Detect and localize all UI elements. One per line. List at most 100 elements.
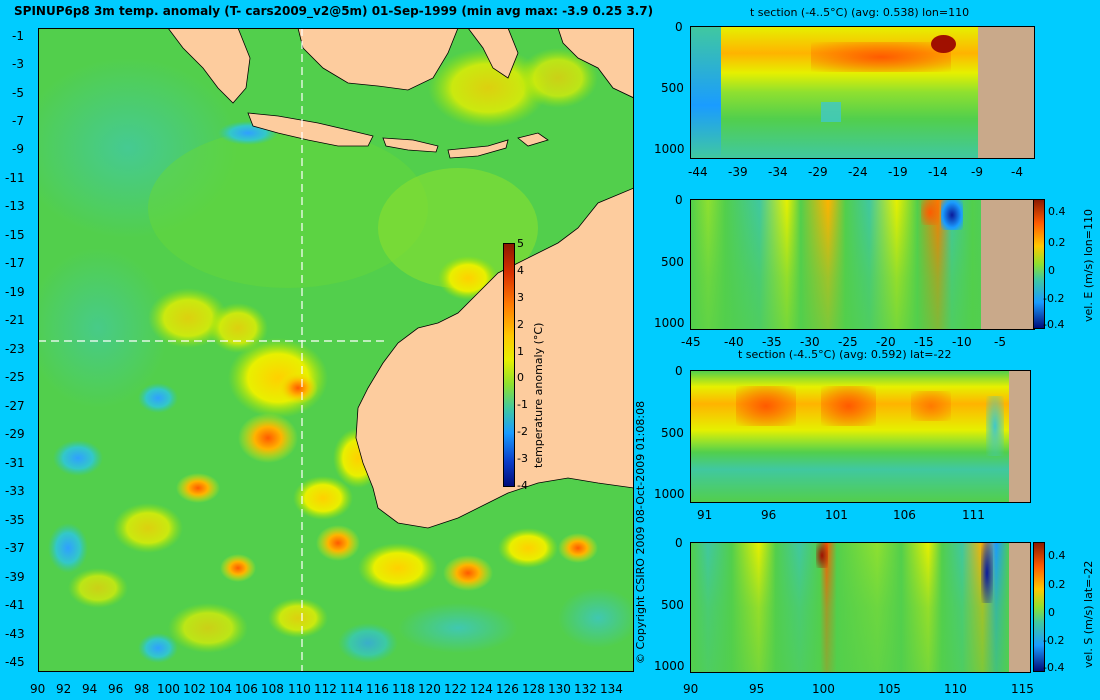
map-lat-tick: -37 bbox=[5, 541, 25, 555]
panel3-temperature-section[interactable] bbox=[690, 370, 1031, 503]
map-lon-tick: 132 bbox=[574, 682, 597, 696]
colorbar-tick: -0.4 bbox=[1043, 318, 1065, 331]
colorbar-tick: -1 bbox=[517, 398, 528, 411]
panel2-x-tick: -10 bbox=[952, 335, 972, 349]
panel2-land bbox=[981, 200, 1034, 329]
panel3-x-tick: 96 bbox=[761, 508, 777, 522]
map-lon-tick: 126 bbox=[496, 682, 519, 696]
colorbar-tick: 0.2 bbox=[1048, 578, 1066, 591]
depth-tick: 0 bbox=[675, 536, 683, 550]
map-canvas bbox=[38, 28, 634, 672]
map-lon-tick: 96 bbox=[108, 682, 124, 696]
sulawesi-land bbox=[467, 28, 519, 79]
panel1-x-tick: -24 bbox=[848, 165, 868, 179]
panel2-x-tick: -20 bbox=[876, 335, 896, 349]
panel4-velocity-south-section[interactable] bbox=[690, 542, 1031, 673]
colorbar-tick: 5 bbox=[517, 237, 524, 250]
temperature-colorbar-label: temperature anomaly (°C) bbox=[532, 322, 545, 468]
colorbar-tick: 0 bbox=[1048, 606, 1055, 619]
map-lon-tick: 110 bbox=[288, 682, 311, 696]
colorbar-tick: 0.2 bbox=[1048, 236, 1066, 249]
colorbar-tick: 2 bbox=[517, 318, 524, 331]
depth-tick: 1000 bbox=[654, 142, 685, 156]
panel2-colorbar bbox=[1033, 199, 1045, 329]
borneo-land bbox=[297, 28, 459, 91]
map-lon-tick: 106 bbox=[235, 682, 258, 696]
map-lat-tick: -35 bbox=[5, 513, 25, 527]
map-lon-tick: 90 bbox=[30, 682, 46, 696]
panel1-x-tick: -19 bbox=[888, 165, 908, 179]
panel4-x-tick: 100 bbox=[812, 682, 835, 696]
panel1-x-tick: -39 bbox=[728, 165, 748, 179]
panel3-title: t section (-4..5°C) (avg: 0.592) lat=-22 bbox=[738, 348, 952, 361]
depth-tick: 1000 bbox=[654, 659, 685, 673]
sumatra-land bbox=[167, 28, 251, 104]
map-lon-tick: 116 bbox=[366, 682, 389, 696]
map-lat-tick: -13 bbox=[5, 199, 25, 213]
temperature-anomaly-map[interactable] bbox=[38, 28, 634, 672]
map-lat-tick: -33 bbox=[5, 484, 25, 498]
depth-tick: 500 bbox=[661, 426, 684, 440]
map-lon-tick: 102 bbox=[183, 682, 206, 696]
panel2-x-tick: -25 bbox=[838, 335, 858, 349]
depth-tick: 500 bbox=[661, 81, 684, 95]
copyright-text: © Copyright CSIRO 2009 08-Oct-2009 01:08… bbox=[634, 400, 647, 664]
panel4-colorbar bbox=[1033, 542, 1045, 672]
map-lat-tick: -43 bbox=[5, 627, 25, 641]
colorbar-tick: -0.2 bbox=[1043, 292, 1065, 305]
panel3-x-tick: 101 bbox=[825, 508, 848, 522]
colorbar-tick: -2 bbox=[517, 425, 528, 438]
panel3-x-tick: 106 bbox=[893, 508, 916, 522]
panel4-x-tick: 95 bbox=[749, 682, 765, 696]
panel1-x-tick: -34 bbox=[768, 165, 788, 179]
panel2-x-tick: -15 bbox=[914, 335, 934, 349]
map-lat-tick: -11 bbox=[5, 171, 25, 185]
map-lat-tick: -1 bbox=[12, 29, 24, 43]
panel2-velocity-east-section[interactable] bbox=[690, 199, 1035, 330]
map-lat-tick: -17 bbox=[5, 256, 25, 270]
map-lon-tick: 98 bbox=[134, 682, 150, 696]
colorbar-tick: 0 bbox=[1048, 264, 1055, 277]
map-lat-tick: -27 bbox=[5, 399, 25, 413]
map-lon-tick: 124 bbox=[470, 682, 493, 696]
panel1-x-tick: -44 bbox=[688, 165, 708, 179]
panel2-x-tick: -40 bbox=[724, 335, 744, 349]
map-lon-tick: 114 bbox=[340, 682, 363, 696]
panel1-x-tick: -4 bbox=[1011, 165, 1023, 179]
panel4-x-tick: 115 bbox=[1011, 682, 1034, 696]
panel1-temperature-section[interactable] bbox=[690, 26, 1035, 159]
java-land bbox=[247, 112, 374, 147]
panel2-x-tick: -45 bbox=[681, 335, 701, 349]
panel1-x-tick: -9 bbox=[971, 165, 983, 179]
map-lon-tick: 100 bbox=[157, 682, 180, 696]
map-lat-tick: -29 bbox=[5, 427, 25, 441]
panel4-x-tick: 105 bbox=[878, 682, 901, 696]
panel1-x-tick: -14 bbox=[928, 165, 948, 179]
map-lat-tick: -31 bbox=[5, 456, 25, 470]
map-lat-tick: -3 bbox=[12, 57, 24, 71]
depth-tick: 500 bbox=[661, 255, 684, 269]
map-lon-tick: 130 bbox=[548, 682, 571, 696]
colorbar-tick: 0.4 bbox=[1048, 205, 1066, 218]
australia-land bbox=[355, 187, 634, 529]
depth-tick: 0 bbox=[675, 20, 683, 34]
colorbar-tick: 0 bbox=[517, 371, 524, 384]
colorbar-tick: 0.4 bbox=[1048, 549, 1066, 562]
map-lat-tick: -39 bbox=[5, 570, 25, 584]
map-lon-tick: 128 bbox=[522, 682, 545, 696]
land-masses bbox=[167, 28, 634, 529]
panel1-title: t section (-4..5°C) (avg: 0.538) lon=110 bbox=[750, 6, 970, 19]
colorbar-tick: 1 bbox=[517, 345, 524, 358]
map-lat-tick: -5 bbox=[12, 86, 24, 100]
colorbar-tick: -0.2 bbox=[1043, 634, 1065, 647]
map-lon-tick: 134 bbox=[600, 682, 623, 696]
map-lon-tick: 118 bbox=[392, 682, 415, 696]
map-lon-tick: 108 bbox=[261, 682, 284, 696]
map-lon-tick: 122 bbox=[444, 682, 467, 696]
depth-tick: 0 bbox=[675, 364, 683, 378]
colorbar-tick: 3 bbox=[517, 291, 524, 304]
panel4-x-tick: 110 bbox=[944, 682, 967, 696]
map-lon-tick: 94 bbox=[82, 682, 98, 696]
map-lon-tick: 120 bbox=[418, 682, 441, 696]
map-lat-tick: -19 bbox=[5, 285, 25, 299]
